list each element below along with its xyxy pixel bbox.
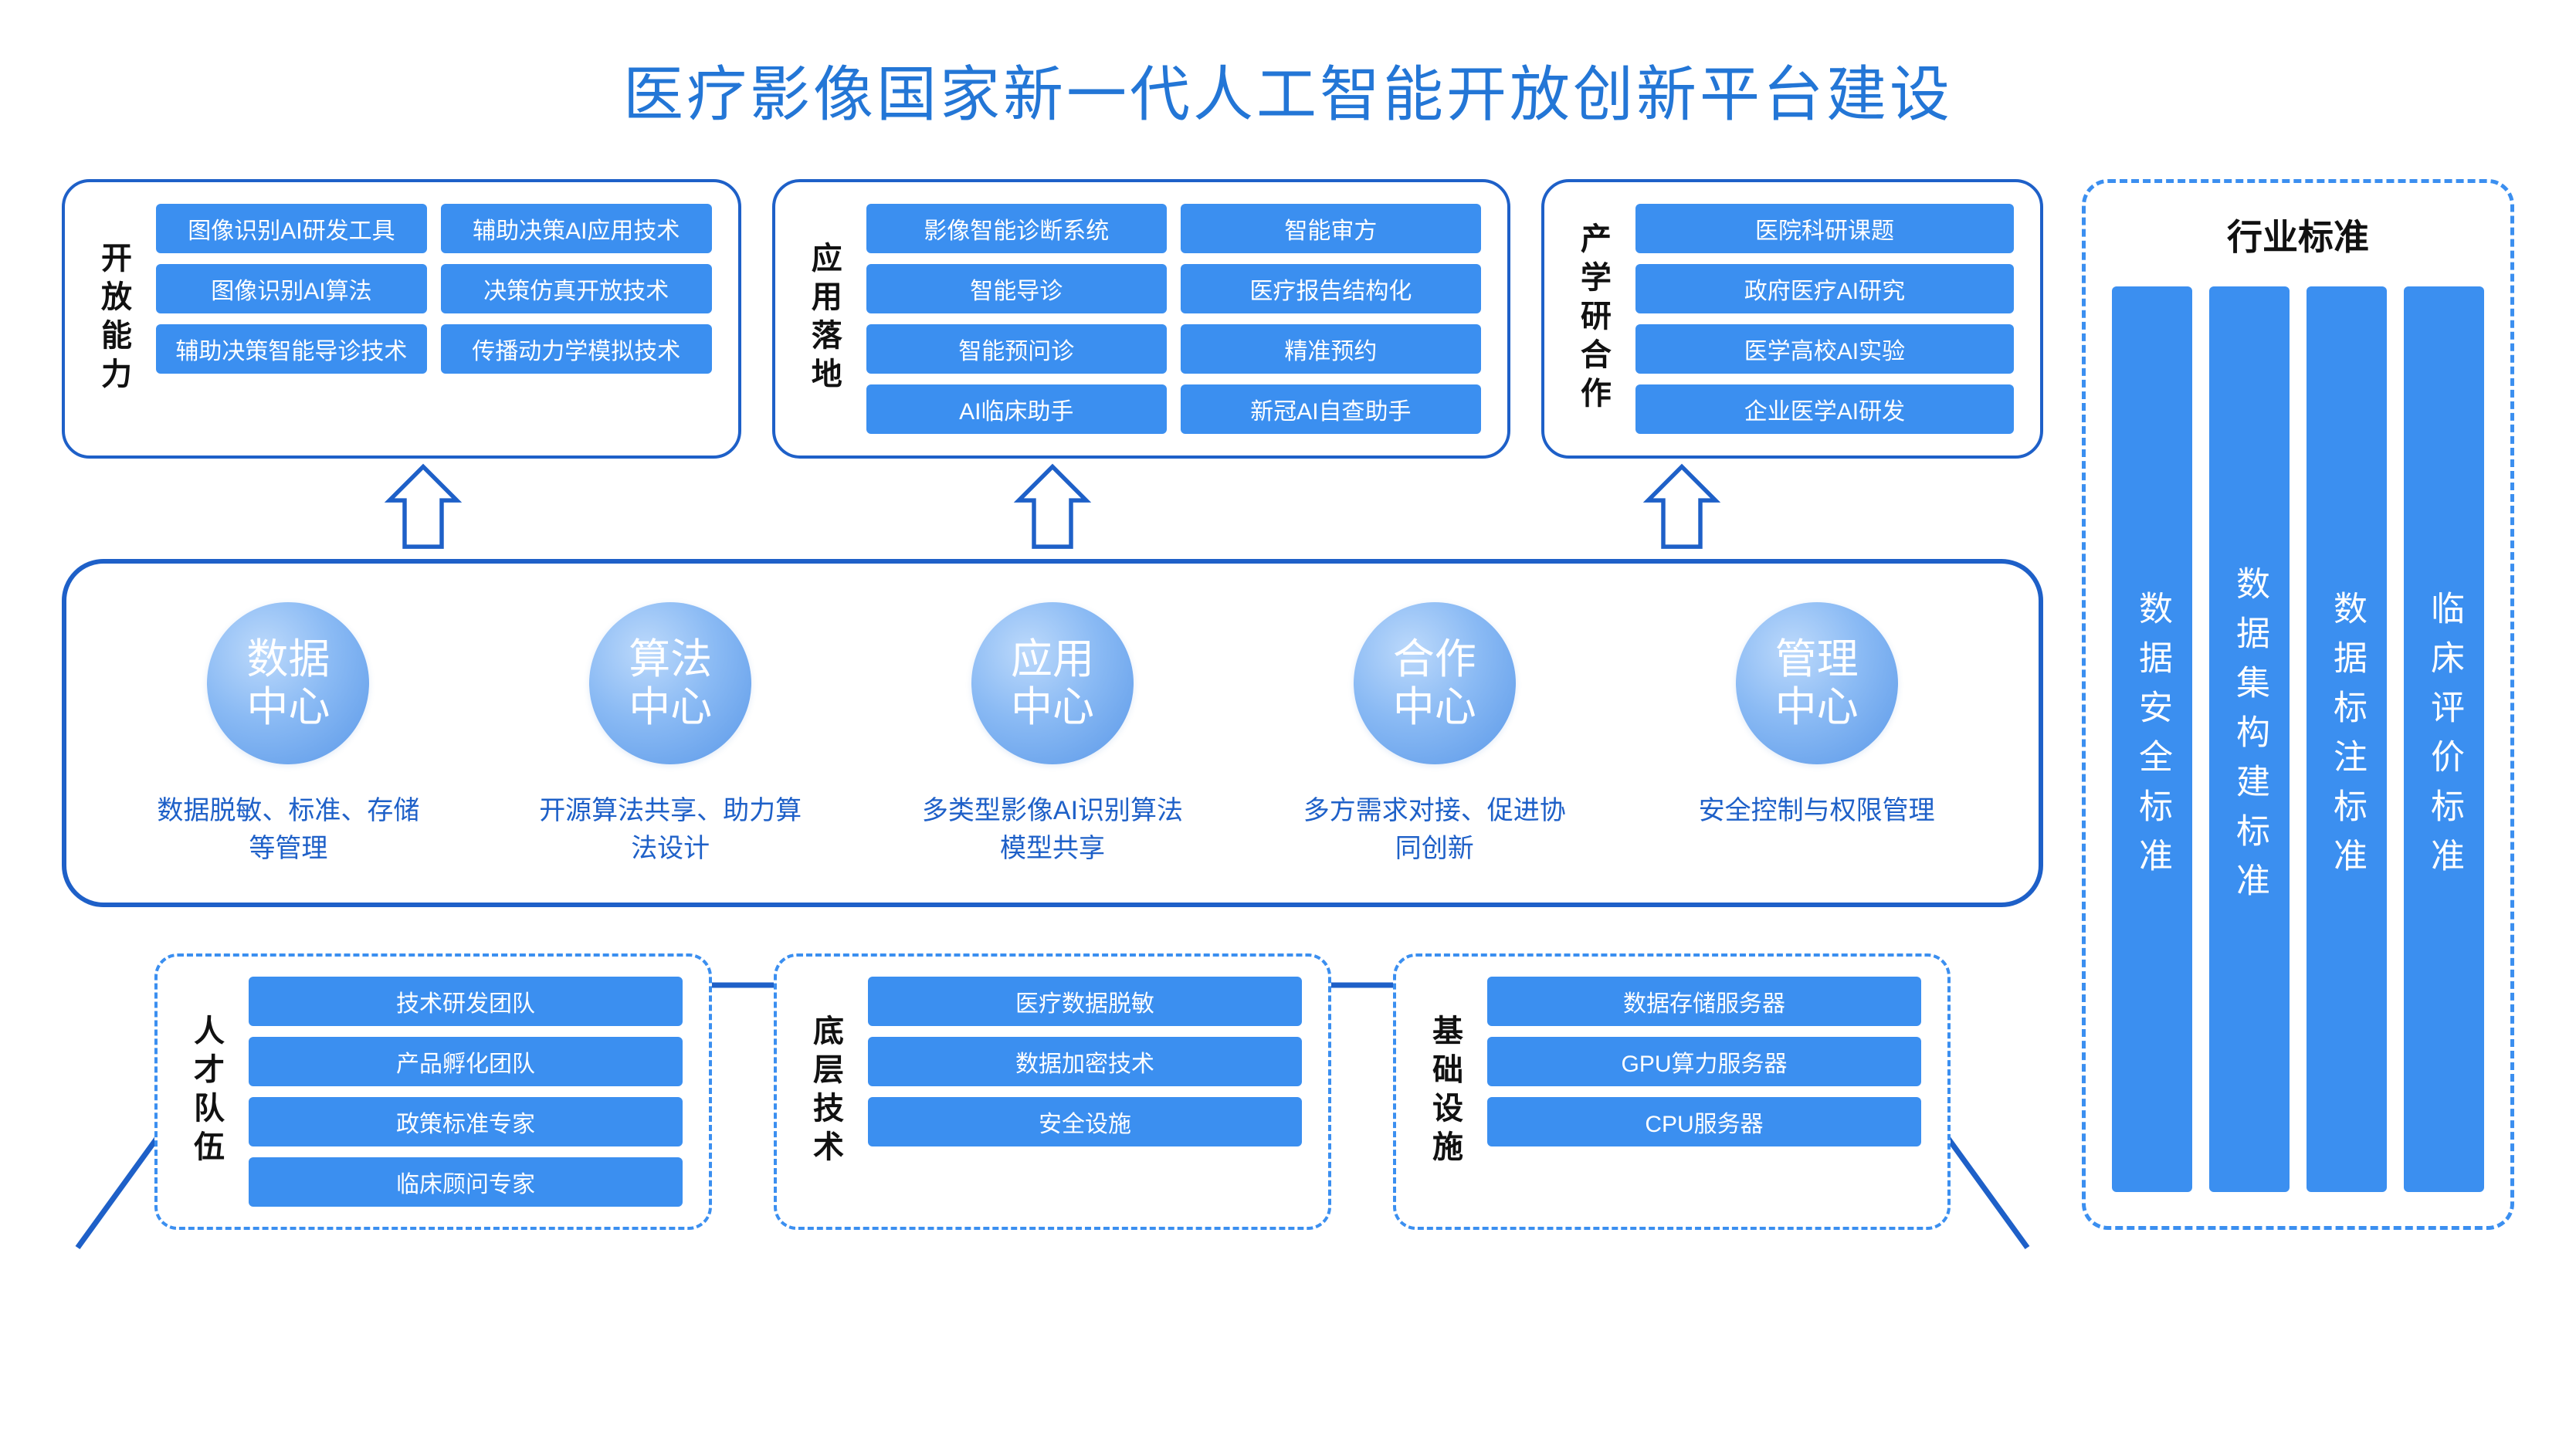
box-label: 产学研合作 [1571, 204, 1615, 434]
page-title: 医疗影像国家新一代人工智能开放创新平台建设 [62, 46, 2514, 133]
pill: 临床顾问专家 [249, 1157, 683, 1207]
box-talent: 人才队伍 技术研发团队 产品孵化团队 政策标准专家 临床顾问专家 [154, 953, 712, 1230]
center-desc: 安全控制与权限管理 [1699, 792, 1935, 830]
right-column: 行业标准 数据安全标准 数据集构建标准 数据标注标准 临床评价标准 [2082, 179, 2514, 1230]
pill: AI临床助手 [866, 384, 1167, 434]
pill: CPU服务器 [1487, 1097, 1921, 1146]
center-bubble: 数据中心 [207, 602, 369, 764]
main-layout: 开放能力 图像识别AI研发工具 图像识别AI算法 辅助决策智能导诊技术 辅助决策… [62, 179, 2514, 1230]
center-data: 数据中心 数据脱敏、标准、存储等管理 [105, 602, 472, 869]
center-management: 管理中心 安全控制与权限管理 [1633, 602, 2000, 869]
box-application: 应用落地 影像智能诊断系统 智能导诊 智能预问诊 AI临床助手 智能审方 医疗报… [772, 179, 1510, 459]
pill: GPU算力服务器 [1487, 1037, 1921, 1086]
centers-box: 数据中心 数据脱敏、标准、存储等管理 算法中心 开源算法共享、助力算法设计 应用… [62, 559, 2043, 907]
pill: 图像识别AI研发工具 [156, 204, 427, 253]
pill: 影像智能诊断系统 [866, 204, 1167, 253]
pill: 新冠AI自查助手 [1181, 384, 1481, 434]
pill: 智能导诊 [866, 264, 1167, 313]
pill: 产品孵化团队 [249, 1037, 683, 1086]
pill: 辅助决策智能导诊技术 [156, 324, 427, 374]
center-cooperation: 合作中心 多方需求对接、促进协同创新 [1251, 602, 1618, 869]
center-algorithm: 算法中心 开源算法共享、助力算法设计 [487, 602, 854, 869]
pill: 数据加密技术 [868, 1037, 1302, 1086]
box-label: 开放能力 [91, 204, 136, 434]
top-row: 开放能力 图像识别AI研发工具 图像识别AI算法 辅助决策智能导诊技术 辅助决策… [62, 179, 2043, 459]
pill: 医疗报告结构化 [1181, 264, 1481, 313]
pill: 医疗数据脱敏 [868, 977, 1302, 1026]
pill: 企业医学AI研发 [1635, 384, 2014, 434]
pill: 技术研发团队 [249, 977, 683, 1026]
box-infra: 基础设施 数据存储服务器 GPU算力服务器 CPU服务器 [1393, 953, 1951, 1230]
sidebar-title: 行业标准 [2112, 209, 2484, 260]
left-column: 开放能力 图像识别AI研发工具 图像识别AI算法 辅助决策智能导诊技术 辅助决策… [62, 179, 2043, 1230]
box-label: 人才队伍 [184, 977, 229, 1207]
box-label: 底层技术 [803, 977, 848, 1207]
box-label: 基础设施 [1422, 977, 1467, 1207]
pill: 数据存储服务器 [1487, 977, 1921, 1026]
center-application: 应用中心 多类型影像AI识别算法模型共享 [869, 602, 1236, 869]
sidebar-standards: 行业标准 数据安全标准 数据集构建标准 数据标注标准 临床评价标准 [2082, 179, 2514, 1230]
pill: 决策仿真开放技术 [441, 264, 712, 313]
pill: 辅助决策AI应用技术 [441, 204, 712, 253]
standard-bar: 数据标注标准 [2307, 286, 2387, 1192]
box-label: 应用落地 [802, 204, 846, 434]
center-desc: 开源算法共享、助力算法设计 [539, 792, 802, 869]
pill: 政策标准专家 [249, 1097, 683, 1146]
standard-bar: 临床评价标准 [2404, 286, 2484, 1192]
pill: 传播动力学模拟技术 [441, 324, 712, 374]
box-open-capability: 开放能力 图像识别AI研发工具 图像识别AI算法 辅助决策智能导诊技术 辅助决策… [62, 179, 741, 459]
pill: 医学高校AI实验 [1635, 324, 2014, 374]
pill: 智能预问诊 [866, 324, 1167, 374]
pill: 智能审方 [1181, 204, 1481, 253]
pill: 图像识别AI算法 [156, 264, 427, 313]
up-arrow-icon [1639, 462, 1724, 555]
pill: 政府医疗AI研究 [1635, 264, 2014, 313]
center-bubble: 应用中心 [971, 602, 1134, 764]
box-base-tech: 底层技术 医疗数据脱敏 数据加密技术 安全设施 [774, 953, 1331, 1230]
pill: 医院科研课题 [1635, 204, 2014, 253]
bottom-row: 人才队伍 技术研发团队 产品孵化团队 政策标准专家 临床顾问专家 底层技术 医疗… [62, 953, 2043, 1230]
standard-bar: 数据安全标准 [2112, 286, 2192, 1192]
center-desc: 数据脱敏、标准、存储等管理 [157, 792, 419, 869]
center-bubble: 管理中心 [1736, 602, 1898, 764]
arrow-row [62, 459, 2043, 559]
center-desc: 多方需求对接、促进协同创新 [1303, 792, 1566, 869]
standard-bar: 数据集构建标准 [2209, 286, 2290, 1192]
pill: 安全设施 [868, 1097, 1302, 1146]
pill: 精准预约 [1181, 324, 1481, 374]
up-arrow-icon [1010, 462, 1095, 555]
center-bubble: 算法中心 [589, 602, 751, 764]
center-bubble: 合作中心 [1354, 602, 1516, 764]
center-desc: 多类型影像AI识别算法模型共享 [921, 792, 1184, 869]
up-arrow-icon [381, 462, 466, 555]
box-cooperation: 产学研合作 医院科研课题 政府医疗AI研究 医学高校AI实验 企业医学AI研发 [1541, 179, 2043, 459]
